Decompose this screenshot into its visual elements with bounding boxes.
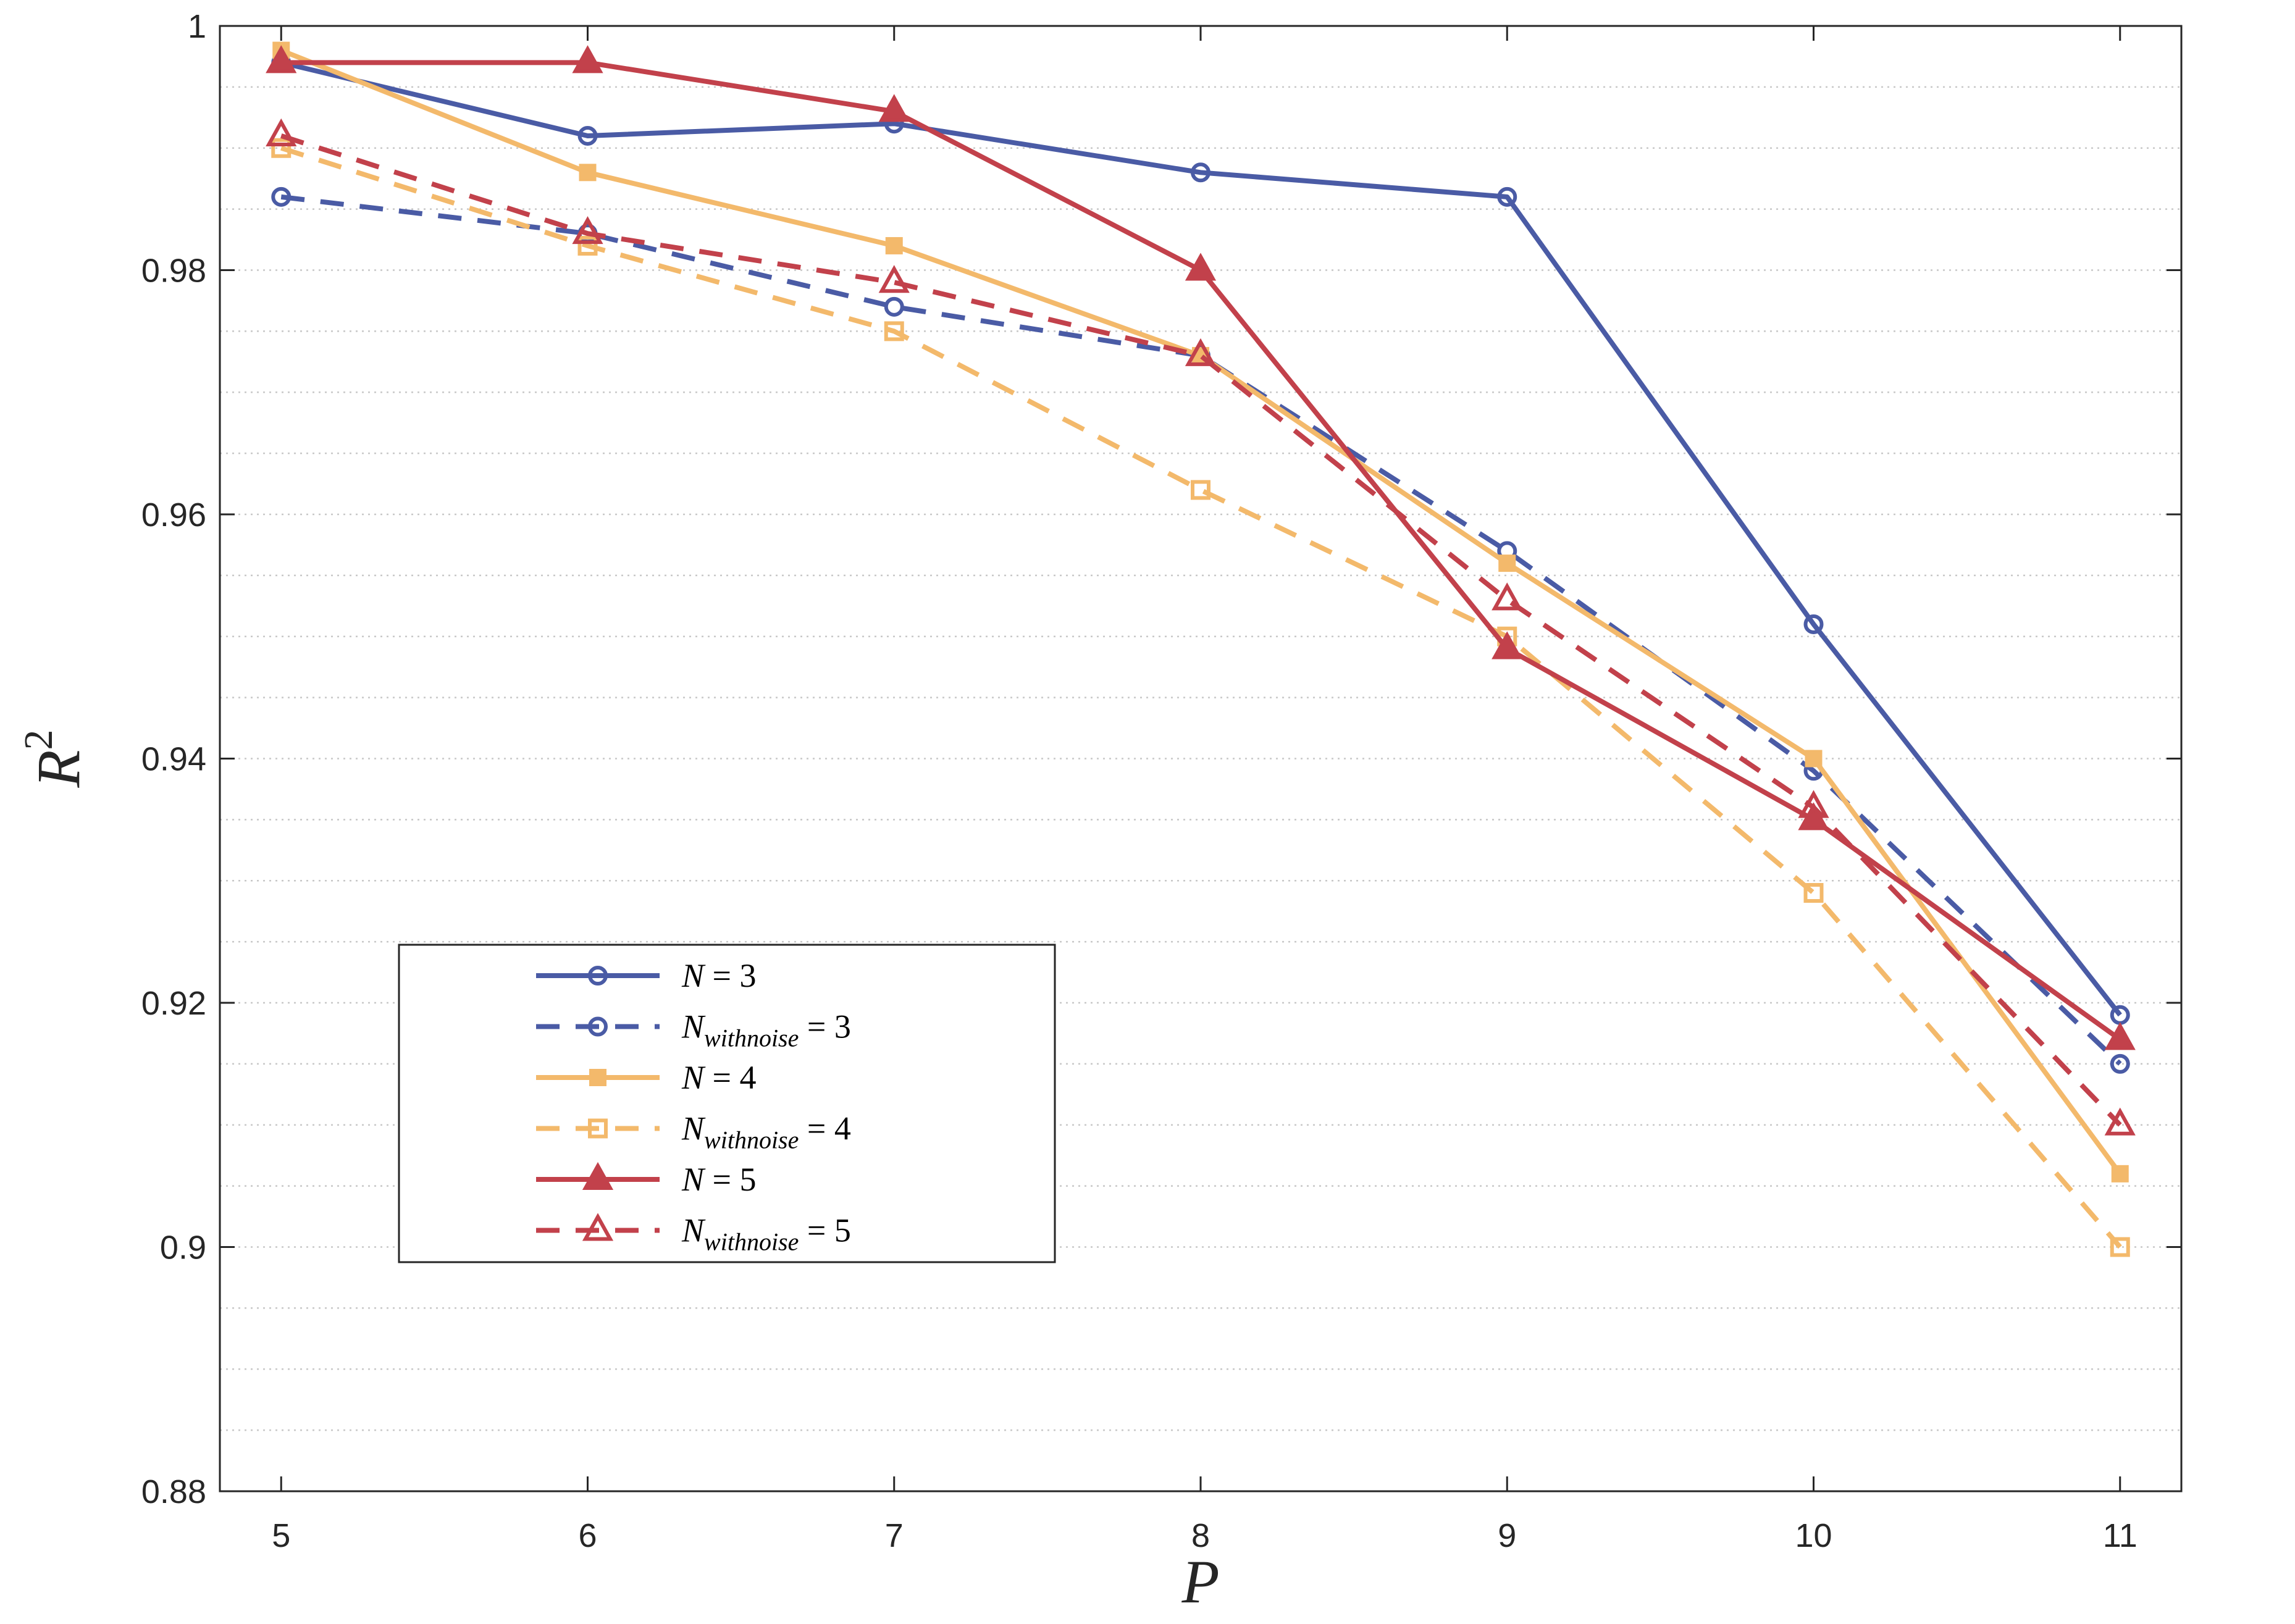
data-point [1185,338,1217,366]
data-point [266,45,297,73]
legend-label-value: = 3 [704,957,756,994]
data-point [1498,555,1516,572]
data-point [885,236,903,254]
series-3 [272,41,2129,1182]
legend-marker [588,1118,608,1139]
legend-label-subscript: withnoise [704,1126,799,1154]
legend-marker [588,966,608,986]
legend-item: Nwithnoise = 4 [536,1110,851,1154]
legend-item: N = 5 [536,1161,757,1198]
y-axis-title-group: R2 [16,729,93,788]
legend-label-subscript: withnoise [704,1228,799,1256]
x-tick-label: 11 [2103,1517,2138,1554]
legend-label-main: N [681,1212,706,1249]
legend-marker [589,1069,606,1086]
legend-label: Nwithnoise = 5 [681,1212,851,1256]
legend-item: N = 4 [536,1059,757,1096]
data-point [271,138,292,158]
data-point [1805,750,1823,768]
x-tick-label: 10 [1795,1517,1832,1554]
legend-item: N = 3 [536,957,757,994]
data-point [1492,631,1523,659]
legend-item: Nwithnoise = 3 [536,1008,851,1052]
series-layer [266,41,2136,1257]
y-axis-title-main: R [24,750,93,788]
y-tick-label: 0.88 [141,1473,206,1510]
legend-label: N = 5 [681,1161,757,1198]
legend-item: Nwithnoise = 5 [536,1212,851,1256]
data-point [2110,1053,2130,1074]
data-point [271,186,292,207]
data-point [1798,790,1829,818]
x-tick-label: 7 [885,1517,904,1554]
y-tick-labels: 0.88 0.9 0.92 0.94 0.96 0.98 1 [141,8,206,1510]
x-tick-label: 6 [578,1517,597,1554]
axis-ticks [220,25,2181,1492]
legend-label: Nwithnoise = 4 [681,1110,851,1154]
x-tick-labels: 5 6 7 8 9 10 11 [272,1517,2138,1554]
data-point [2104,1022,2136,1050]
data-point [572,216,603,245]
legend-label: N = 4 [681,1059,757,1096]
data-point [266,118,297,146]
y-tick-label: 0.96 [141,496,206,534]
data-point [579,164,597,182]
x-tick-label: 8 [1191,1517,1210,1554]
data-point [2110,1237,2130,1257]
series-line [280,194,2122,1066]
legend-label: N = 3 [681,957,757,994]
y-tick-label: 0.9 [160,1229,206,1266]
legend-label-main: N [681,957,706,994]
x-tick-label: 5 [272,1517,290,1554]
y-tick-label: 0.94 [141,741,206,778]
data-point [878,94,910,122]
series-6-withnoise [266,118,2136,1136]
y-tick-label: 0.92 [141,985,206,1022]
legend-label: Nwithnoise = 3 [681,1008,851,1052]
data-point [1492,582,1523,611]
data-point [1803,883,1824,903]
legend-box [398,944,1056,1263]
legend-label-main: N [681,1008,706,1045]
data-point [1803,614,1824,634]
data-point [884,296,904,317]
legend-label-main: N [681,1161,706,1198]
legend-label-value: = 4 [704,1059,756,1096]
y-tick-label: 0.98 [141,253,206,290]
legend-label-value: = 4 [799,1110,850,1147]
legend-label-main: N [681,1110,706,1147]
y-axis-title-superscript: 2 [16,729,61,750]
y-tick-label: 1 [188,8,206,45]
legend-label-value: = 5 [704,1161,756,1198]
x-axis-title: P [1181,1547,1219,1616]
x-tick-label: 9 [1498,1517,1516,1554]
legend-label-value: = 3 [799,1008,850,1045]
series-line [280,60,2122,1017]
y-axis-title: R2 [16,729,93,788]
data-point [577,125,598,146]
legend-marker [582,1213,614,1241]
legend-label-value: = 5 [799,1212,850,1249]
data-point [878,265,910,293]
series-line [280,145,2122,1249]
data-point [1191,162,1210,183]
data-point [884,321,904,341]
legend-marker [582,1161,614,1190]
data-point [577,235,598,256]
data-point [1497,186,1517,207]
data-point [2111,1165,2129,1182]
legend-label-main: N [681,1059,706,1096]
data-point [1191,480,1210,500]
data-point [2104,1107,2136,1136]
legend-marker [588,1016,608,1037]
data-point [1185,253,1217,281]
series-line [280,133,2122,1127]
data-point [572,45,603,73]
legend-label-subscript: withnoise [704,1024,799,1052]
